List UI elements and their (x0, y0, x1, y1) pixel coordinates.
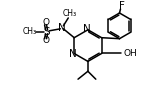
Text: CH₃: CH₃ (62, 9, 76, 19)
Text: S: S (43, 27, 50, 37)
Text: F: F (119, 1, 124, 11)
Text: O: O (42, 18, 49, 27)
Text: N: N (69, 49, 77, 60)
Text: O: O (42, 36, 49, 45)
Text: N: N (59, 23, 66, 33)
Text: CH₃: CH₃ (23, 27, 37, 36)
Text: OH: OH (123, 49, 137, 58)
Text: N: N (83, 24, 91, 34)
